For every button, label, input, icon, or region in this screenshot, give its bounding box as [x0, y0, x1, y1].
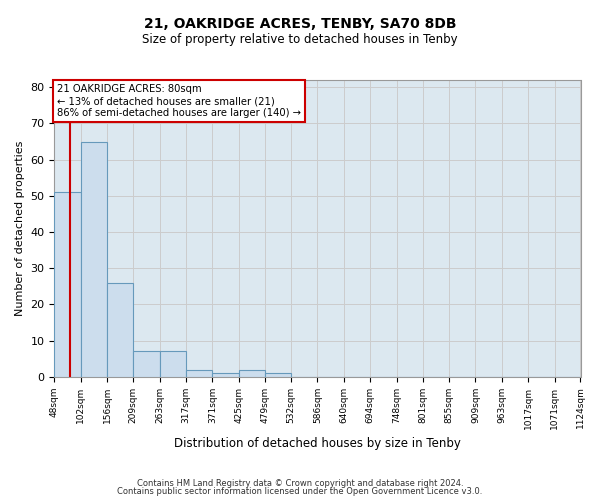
Bar [55, 192, 81, 377]
Text: Contains HM Land Registry data © Crown copyright and database right 2024.: Contains HM Land Registry data © Crown c… [137, 478, 463, 488]
Bar [239, 370, 265, 377]
Bar [212, 373, 239, 377]
Bar [186, 370, 212, 377]
Text: Contains public sector information licensed under the Open Government Licence v3: Contains public sector information licen… [118, 487, 482, 496]
Text: 21 OAKRIDGE ACRES: 80sqm
← 13% of detached houses are smaller (21)
86% of semi-d: 21 OAKRIDGE ACRES: 80sqm ← 13% of detach… [57, 84, 301, 117]
Bar [107, 282, 133, 377]
Y-axis label: Number of detached properties: Number of detached properties [15, 140, 25, 316]
X-axis label: Distribution of detached houses by size in Tenby: Distribution of detached houses by size … [174, 437, 461, 450]
Text: Size of property relative to detached houses in Tenby: Size of property relative to detached ho… [142, 32, 458, 46]
Bar [81, 142, 107, 377]
Text: 21, OAKRIDGE ACRES, TENBY, SA70 8DB: 21, OAKRIDGE ACRES, TENBY, SA70 8DB [144, 18, 456, 32]
Bar [160, 352, 186, 377]
Bar [265, 373, 291, 377]
Bar [133, 352, 160, 377]
